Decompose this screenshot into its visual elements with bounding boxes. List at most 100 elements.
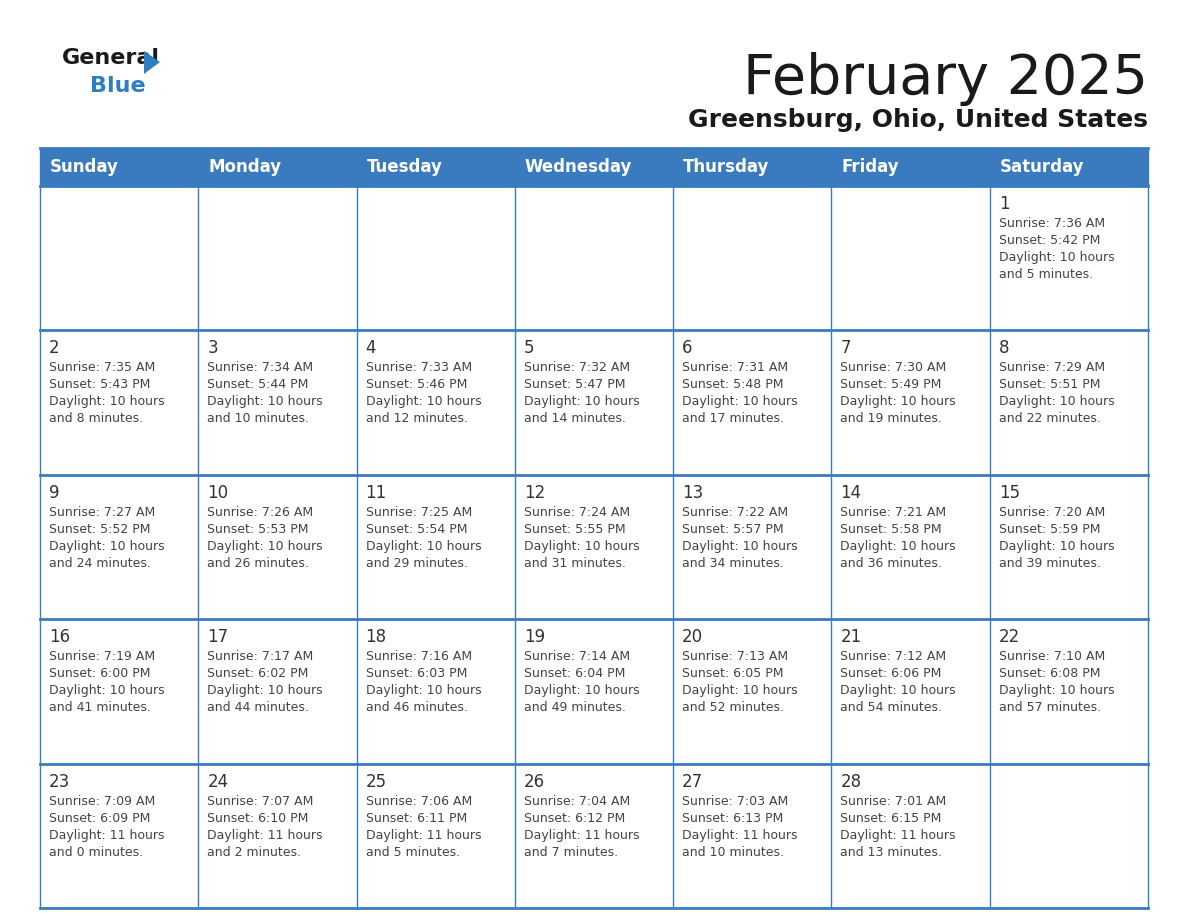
Text: Daylight: 10 hours: Daylight: 10 hours [49, 540, 165, 553]
Text: Sunset: 5:57 PM: Sunset: 5:57 PM [682, 522, 784, 536]
Text: Daylight: 10 hours: Daylight: 10 hours [682, 540, 798, 553]
Text: Sunset: 6:15 PM: Sunset: 6:15 PM [840, 812, 942, 824]
Text: Sunrise: 7:09 AM: Sunrise: 7:09 AM [49, 795, 156, 808]
Text: Sunset: 5:49 PM: Sunset: 5:49 PM [840, 378, 942, 391]
Text: 25: 25 [366, 773, 387, 790]
Text: Daylight: 10 hours: Daylight: 10 hours [366, 396, 481, 409]
Text: Sunset: 5:46 PM: Sunset: 5:46 PM [366, 378, 467, 391]
Text: Sunrise: 7:06 AM: Sunrise: 7:06 AM [366, 795, 472, 808]
Text: Sunrise: 7:12 AM: Sunrise: 7:12 AM [840, 650, 947, 663]
Text: Daylight: 10 hours: Daylight: 10 hours [49, 396, 165, 409]
Text: Daylight: 10 hours: Daylight: 10 hours [207, 540, 323, 553]
Text: and 19 minutes.: and 19 minutes. [840, 412, 942, 425]
Text: Daylight: 10 hours: Daylight: 10 hours [207, 396, 323, 409]
Text: Sunset: 6:12 PM: Sunset: 6:12 PM [524, 812, 625, 824]
Text: Sunset: 6:05 PM: Sunset: 6:05 PM [682, 667, 784, 680]
Text: 10: 10 [207, 484, 228, 502]
Text: and 14 minutes.: and 14 minutes. [524, 412, 626, 425]
Text: and 52 minutes.: and 52 minutes. [682, 701, 784, 714]
Text: 20: 20 [682, 628, 703, 646]
Text: Sunrise: 7:01 AM: Sunrise: 7:01 AM [840, 795, 947, 808]
Text: Sunset: 5:47 PM: Sunset: 5:47 PM [524, 378, 625, 391]
Text: Sunset: 6:11 PM: Sunset: 6:11 PM [366, 812, 467, 824]
Text: Sunday: Sunday [50, 158, 119, 176]
Text: and 10 minutes.: and 10 minutes. [682, 845, 784, 858]
Text: and 8 minutes.: and 8 minutes. [49, 412, 143, 425]
Text: Sunrise: 7:17 AM: Sunrise: 7:17 AM [207, 650, 314, 663]
Text: Daylight: 11 hours: Daylight: 11 hours [207, 829, 323, 842]
Text: Sunrise: 7:13 AM: Sunrise: 7:13 AM [682, 650, 789, 663]
Text: Sunset: 5:55 PM: Sunset: 5:55 PM [524, 522, 626, 536]
Text: Sunrise: 7:32 AM: Sunrise: 7:32 AM [524, 362, 630, 375]
Text: 15: 15 [999, 484, 1019, 502]
Text: and 10 minutes.: and 10 minutes. [207, 412, 309, 425]
Text: Sunrise: 7:07 AM: Sunrise: 7:07 AM [207, 795, 314, 808]
Text: Greensburg, Ohio, United States: Greensburg, Ohio, United States [688, 108, 1148, 132]
Text: 14: 14 [840, 484, 861, 502]
Text: Monday: Monday [208, 158, 282, 176]
Text: and 22 minutes.: and 22 minutes. [999, 412, 1100, 425]
Text: Sunrise: 7:20 AM: Sunrise: 7:20 AM [999, 506, 1105, 519]
Text: Daylight: 11 hours: Daylight: 11 hours [682, 829, 797, 842]
Text: Sunset: 5:44 PM: Sunset: 5:44 PM [207, 378, 309, 391]
Text: Sunrise: 7:10 AM: Sunrise: 7:10 AM [999, 650, 1105, 663]
Text: 17: 17 [207, 628, 228, 646]
Text: Sunset: 5:59 PM: Sunset: 5:59 PM [999, 522, 1100, 536]
Text: and 36 minutes.: and 36 minutes. [840, 557, 942, 570]
Text: Sunrise: 7:04 AM: Sunrise: 7:04 AM [524, 795, 630, 808]
Text: Sunrise: 7:33 AM: Sunrise: 7:33 AM [366, 362, 472, 375]
Text: and 5 minutes.: and 5 minutes. [999, 268, 1093, 281]
Text: and 31 minutes.: and 31 minutes. [524, 557, 626, 570]
Text: 12: 12 [524, 484, 545, 502]
Text: Friday: Friday [841, 158, 899, 176]
Text: and 29 minutes.: and 29 minutes. [366, 557, 467, 570]
Text: Sunrise: 7:27 AM: Sunrise: 7:27 AM [49, 506, 156, 519]
Bar [40, 186, 1148, 908]
Text: Sunset: 6:04 PM: Sunset: 6:04 PM [524, 667, 625, 680]
Text: Sunrise: 7:03 AM: Sunrise: 7:03 AM [682, 795, 789, 808]
Text: and 12 minutes.: and 12 minutes. [366, 412, 467, 425]
Text: 18: 18 [366, 628, 387, 646]
Text: Daylight: 11 hours: Daylight: 11 hours [524, 829, 639, 842]
Text: Sunset: 6:09 PM: Sunset: 6:09 PM [49, 812, 151, 824]
Text: Sunset: 5:51 PM: Sunset: 5:51 PM [999, 378, 1100, 391]
Text: and 24 minutes.: and 24 minutes. [49, 557, 151, 570]
Text: Daylight: 11 hours: Daylight: 11 hours [49, 829, 164, 842]
Text: Daylight: 11 hours: Daylight: 11 hours [840, 829, 956, 842]
Text: 6: 6 [682, 340, 693, 357]
Text: 13: 13 [682, 484, 703, 502]
Text: Daylight: 10 hours: Daylight: 10 hours [840, 540, 956, 553]
Text: Sunset: 5:48 PM: Sunset: 5:48 PM [682, 378, 784, 391]
Text: Daylight: 10 hours: Daylight: 10 hours [999, 396, 1114, 409]
Text: Sunset: 5:42 PM: Sunset: 5:42 PM [999, 234, 1100, 247]
Text: 9: 9 [49, 484, 59, 502]
Polygon shape [144, 51, 160, 74]
Text: and 13 minutes.: and 13 minutes. [840, 845, 942, 858]
Text: Wednesday: Wednesday [525, 158, 632, 176]
Text: February 2025: February 2025 [742, 52, 1148, 106]
Text: Sunset: 5:58 PM: Sunset: 5:58 PM [840, 522, 942, 536]
Text: 5: 5 [524, 340, 535, 357]
Text: and 34 minutes.: and 34 minutes. [682, 557, 784, 570]
Text: 28: 28 [840, 773, 861, 790]
Text: Daylight: 10 hours: Daylight: 10 hours [524, 396, 639, 409]
Text: and 26 minutes.: and 26 minutes. [207, 557, 309, 570]
Text: Sunset: 6:00 PM: Sunset: 6:00 PM [49, 667, 151, 680]
Text: and 7 minutes.: and 7 minutes. [524, 845, 618, 858]
Text: Daylight: 10 hours: Daylight: 10 hours [999, 251, 1114, 264]
Text: and 57 minutes.: and 57 minutes. [999, 701, 1101, 714]
Text: 24: 24 [207, 773, 228, 790]
Bar [40, 148, 1148, 186]
Text: and 54 minutes.: and 54 minutes. [840, 701, 942, 714]
Text: 7: 7 [840, 340, 851, 357]
Text: Daylight: 10 hours: Daylight: 10 hours [999, 684, 1114, 697]
Text: Daylight: 10 hours: Daylight: 10 hours [366, 684, 481, 697]
Text: Sunset: 6:06 PM: Sunset: 6:06 PM [840, 667, 942, 680]
Text: Sunrise: 7:16 AM: Sunrise: 7:16 AM [366, 650, 472, 663]
Text: Sunrise: 7:21 AM: Sunrise: 7:21 AM [840, 506, 947, 519]
Text: 21: 21 [840, 628, 861, 646]
Text: Sunrise: 7:30 AM: Sunrise: 7:30 AM [840, 362, 947, 375]
Text: Sunset: 5:53 PM: Sunset: 5:53 PM [207, 522, 309, 536]
Text: Sunrise: 7:31 AM: Sunrise: 7:31 AM [682, 362, 789, 375]
Text: Daylight: 10 hours: Daylight: 10 hours [366, 540, 481, 553]
